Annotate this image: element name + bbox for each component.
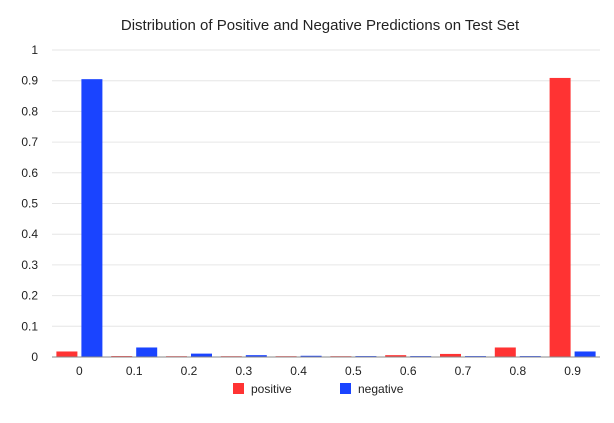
x-tick-label: 0.2: [181, 364, 198, 378]
bar-negative: [574, 351, 596, 357]
y-tick-label: 0.2: [21, 289, 38, 303]
legend-swatch: [233, 383, 244, 394]
y-tick-label: 0.3: [21, 258, 38, 272]
y-tick-label: 0.5: [21, 197, 38, 211]
legend-item-negative[interactable]: negative: [340, 382, 404, 396]
legend-swatch: [340, 383, 351, 394]
x-tick-label: 0.3: [235, 364, 252, 378]
y-tick-label: 1: [31, 43, 38, 57]
bar-positive: [385, 355, 407, 357]
bar-positive: [440, 353, 461, 357]
bar-positive: [494, 347, 516, 357]
chart-title: Distribution of Positive and Negative Pr…: [121, 17, 520, 34]
x-tick-label: 0.6: [400, 364, 417, 378]
y-tick-label: 0.9: [21, 74, 38, 88]
x-tick-label: 0: [76, 364, 83, 378]
x-tick-label: 0.4: [290, 364, 307, 378]
bar-negative: [191, 353, 212, 357]
grid: [52, 49, 600, 327]
x-tick-label: 0.5: [345, 364, 362, 378]
bar-negative: [81, 79, 103, 357]
y-tick-label: 0: [31, 350, 38, 364]
legend-label: negative: [358, 382, 404, 396]
bar-negative: [300, 355, 322, 357]
bar-negative: [136, 347, 158, 357]
y-tick-label: 0.1: [21, 319, 38, 333]
x-tick-label: 0.9: [564, 364, 581, 378]
y-tick-label: 0.7: [21, 135, 38, 149]
x-tick-label: 0.8: [509, 364, 526, 378]
x-tick-label: 0.1: [126, 364, 143, 378]
bars: [56, 77, 596, 357]
x-tick-label: 0.7: [455, 364, 472, 378]
y-tick-label: 0.4: [21, 227, 38, 241]
y-tick-label: 0.8: [21, 104, 38, 118]
legend-label: positive: [251, 382, 292, 396]
bar-negative: [245, 355, 267, 357]
bar-positive: [56, 351, 78, 357]
y-tick-label: 0.6: [21, 166, 38, 180]
x-axis-ticks: 0 0.1 0.2 0.3 0.4 0.5 0.6 0.7 0.8 0.9: [76, 364, 581, 378]
y-axis-ticks: 0 0.1 0.2 0.3 0.4 0.5 0.6 0.7 0.8 0.9 1: [21, 43, 38, 364]
legend[interactable]: positive negative: [233, 382, 404, 396]
legend-item-positive[interactable]: positive: [233, 382, 292, 396]
bar-positive: [549, 77, 571, 357]
